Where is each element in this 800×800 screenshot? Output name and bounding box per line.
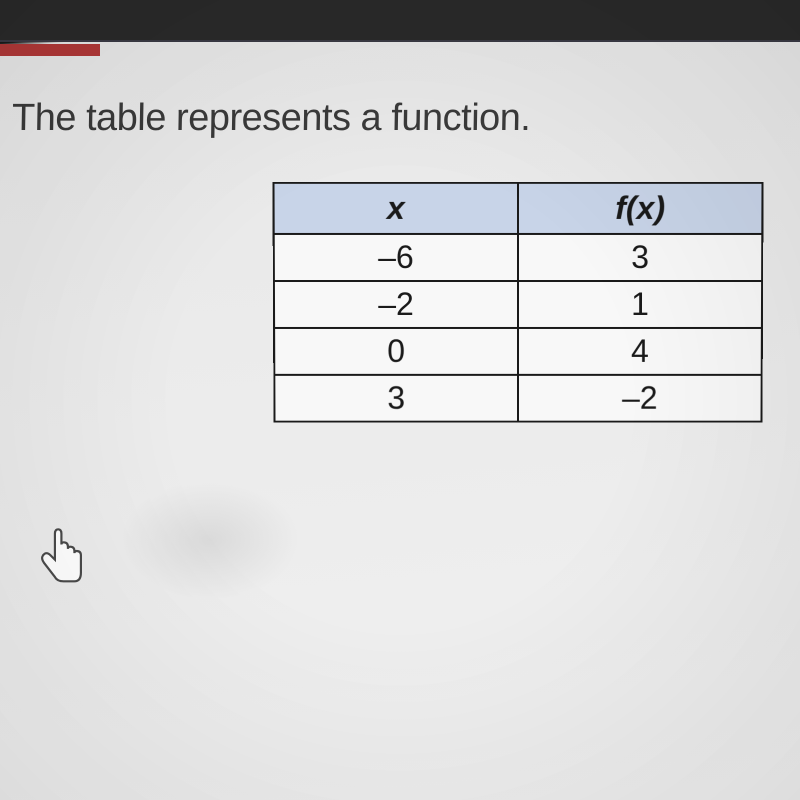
red-accent-bar (0, 44, 100, 56)
content-area: The table represents a function. x f(x) … (0, 42, 800, 423)
header-fx: f(x) (518, 183, 763, 234)
pointer-cursor-icon (35, 525, 90, 590)
prompt-text: The table represents a function. (12, 97, 789, 140)
table-row: 3 –2 (274, 375, 761, 422)
cell-x: 0 (274, 328, 518, 375)
table-container: x f(x) –6 3 –2 1 0 4 3 – (12, 182, 788, 423)
cell-x: –6 (273, 234, 517, 281)
table-header-row: x f(x) (273, 183, 762, 234)
cell-x: 3 (274, 375, 518, 422)
table-row: 0 4 (274, 328, 762, 375)
window-top-bar (0, 0, 800, 42)
cell-x: –2 (273, 281, 517, 328)
screen-smudge (120, 480, 300, 600)
function-table: x f(x) –6 3 –2 1 0 4 3 – (272, 182, 763, 423)
header-x: x (273, 183, 518, 234)
cell-fx: –2 (518, 375, 762, 422)
cell-fx: 4 (518, 328, 762, 375)
table-row: –6 3 (273, 234, 762, 281)
cell-fx: 3 (518, 234, 762, 281)
table-row: –2 1 (273, 281, 761, 328)
cell-fx: 1 (518, 281, 762, 328)
